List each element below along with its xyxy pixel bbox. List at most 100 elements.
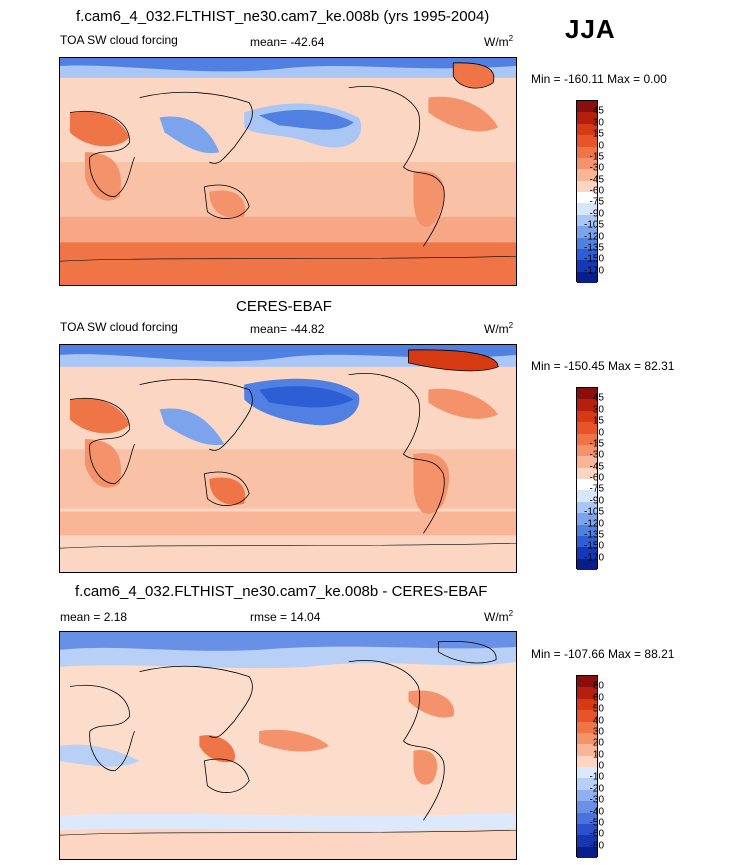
colorbar-swatch [577,157,597,170]
colorbar-swatch [577,112,597,124]
colorbar-tick-label: -105 [583,506,604,518]
colorbar-tick-label: -170 [583,552,604,564]
colorbar-swatch [577,444,597,457]
colorbar-swatch [577,214,597,227]
colorbar-tick-label: 0 [598,140,604,151]
colorbar-swatch [577,135,597,147]
colorbar-tick-label: -105 [583,219,604,231]
colorbar-tick-label: 50 [592,703,604,715]
colorbar-swatch [577,732,597,745]
colorbar-swatch [577,248,597,261]
colorbar-tick-label: -60 [589,185,604,197]
colorbar-swatch [577,778,597,790]
panel-3-map [59,631,517,860]
colorbar-swatch [577,490,597,502]
panel-1-mean: mean= -42.64 [250,35,325,49]
panel-3-rmse: rmse = 14.04 [250,610,321,624]
colorbar-tick-label: 20 [592,737,604,749]
colorbar-swatch [577,203,597,215]
colorbar-swatch [577,169,597,181]
colorbar-tick-label: -10 [589,771,604,783]
colorbar-swatch [577,547,597,559]
colorbar-swatch [577,456,597,468]
colorbar-tick-label: 0 [598,760,604,772]
colorbar-tick-label: -75 [589,196,604,208]
colorbar-swatch [577,535,597,548]
colorbar-tick-label: 30 [592,726,604,738]
panel-1-map [59,57,517,286]
panel-3-min-max: Min = -107.66 Max = 88.21 [531,647,675,661]
colorbar-tick-label: -75 [589,483,604,495]
colorbar-tick-label: -80 [589,840,604,852]
colorbar-swatch [577,676,597,688]
colorbar-tick-label: 45 [592,392,604,404]
colorbar-swatch [577,789,597,802]
colorbar-swatch [577,271,597,283]
panel-3-mean: mean = 2.18 [60,610,128,624]
colorbar-swatch [577,513,597,525]
colorbar-tick-label: -30 [589,162,604,174]
colorbar-tick-label: -20 [589,783,604,795]
panel-1-units: W/m2 [484,34,514,49]
panel-1-map-svg [60,58,516,285]
panel-2-map [59,344,517,573]
colorbar-tick-label: 0 [598,427,604,438]
colorbar-swatch [577,524,597,536]
colorbar-swatch [577,744,597,756]
colorbar-tick-label: -90 [589,208,604,220]
panel-2-units: W/m2 [484,321,514,336]
colorbar-swatch [577,467,597,479]
colorbar-tick-label: -135 [583,529,604,541]
colorbar-tick-label: 15 [592,415,604,427]
colorbar-swatch [577,812,597,824]
colorbar-swatch [577,260,597,272]
panel-2-title: CERES-EBAF [236,298,332,315]
panel-2-map-svg [60,345,516,572]
colorbar-swatch [577,388,597,400]
colorbar-tick-label: -170 [583,265,604,277]
colorbar-swatch [577,237,597,249]
colorbar-tick-label: -50 [589,817,604,829]
colorbar-tick-label: -150 [583,253,604,265]
colorbar-tick-label: 10 [592,749,604,761]
colorbar-tick-label: -60 [589,828,604,840]
colorbar-tick-label: -120 [583,231,604,242]
colorbar-tick-label: -45 [589,174,604,186]
colorbar-swatch [577,433,597,445]
colorbar-swatch [577,801,597,813]
colorbar-swatch [577,226,597,238]
colorbar-tick-label: -45 [589,461,604,473]
colorbar-tick-label: 40 [592,715,604,726]
colorbar-tick-label: 80 [592,680,604,692]
colorbar-swatch [577,399,597,411]
colorbar-swatch [577,180,597,192]
colorbar-swatch [577,767,597,779]
panel-3-map-svg [60,632,516,859]
colorbar-swatch [577,823,597,836]
colorbar-tick-label: -30 [589,794,604,806]
colorbar-swatch [577,698,597,711]
panel-3-units: W/m2 [484,609,514,624]
colorbar-swatch [577,123,597,136]
colorbar-tick-label: -135 [583,242,604,254]
panel-1-colorbar [576,100,598,283]
panel-2-variable-label: TOA SW cloud forcing [60,320,178,334]
colorbar-swatch [577,410,597,423]
colorbar-tick-label: -120 [583,518,604,529]
colorbar-swatch [577,558,597,570]
colorbar-tick-label: -150 [583,540,604,552]
panel-3-colorbar [576,675,598,858]
panel-1-variable-label: TOA SW cloud forcing [60,33,178,47]
colorbar-swatch [577,501,597,514]
colorbar-swatch [577,422,597,434]
panel-2-colorbar [576,387,598,570]
colorbar-swatch [577,192,597,204]
colorbar-swatch [577,846,597,858]
colorbar-tick-label: -90 [589,495,604,507]
colorbar-swatch [577,710,597,722]
panel-2-mean: mean= -44.82 [250,322,325,336]
colorbar-swatch [577,755,597,767]
colorbar-tick-label: -60 [589,472,604,484]
colorbar-tick-label: 45 [592,105,604,117]
panel-1-min-max: Min = -160.11 Max = 0.00 [531,72,667,86]
